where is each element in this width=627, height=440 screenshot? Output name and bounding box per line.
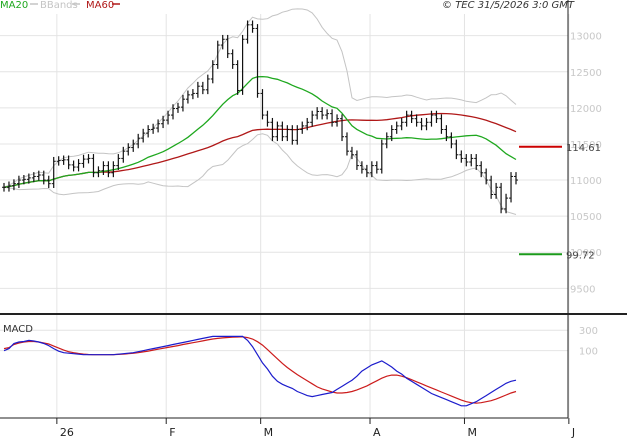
- price-tick-label: 10000: [570, 248, 602, 259]
- legend: MA20 BBands MA60: [0, 0, 120, 11]
- resistance-level-label: 114.61: [566, 143, 601, 154]
- grid-layer: [0, 14, 570, 418]
- level-markers: 114.61 99.72: [519, 143, 601, 261]
- bollinger-upper-line: [3, 8, 517, 188]
- macd-tick-label: 300: [579, 326, 598, 337]
- macd-panel: [3, 335, 517, 407]
- price-tick-label: 13000: [570, 32, 602, 43]
- price-tick-label: 12500: [570, 68, 602, 79]
- legend-ma60-label: MA60: [86, 0, 114, 11]
- price-tick-label: 11500: [570, 140, 602, 151]
- ma20-line: [3, 75, 517, 188]
- support-level-label: 99.72: [566, 250, 595, 261]
- price-tick-label: 9500: [570, 284, 595, 295]
- price-tick-label: 12000: [570, 104, 602, 115]
- time-tick-label: A: [373, 426, 381, 439]
- price-panel: [2, 8, 518, 215]
- legend-ma20-label: MA20: [0, 0, 28, 11]
- legend-bbands-label: BBands: [40, 0, 78, 11]
- copyright-text: © TEC 31/5/2026 3:0 GMT: [442, 0, 575, 11]
- time-tick-label: F: [169, 426, 175, 439]
- time-tick-label: J: [571, 426, 575, 439]
- macd-tick-label: 100: [579, 347, 598, 358]
- time-tick-label: M: [264, 426, 274, 439]
- macd-title: MACD: [3, 324, 33, 335]
- time-tick-label: M: [467, 426, 477, 439]
- time-tick-label: 26: [60, 426, 74, 439]
- price-tick-label: 10500: [570, 212, 602, 223]
- price-tick-label: 11000: [570, 176, 602, 187]
- macd-line: [3, 335, 517, 407]
- bollinger-lower-line: [3, 133, 517, 215]
